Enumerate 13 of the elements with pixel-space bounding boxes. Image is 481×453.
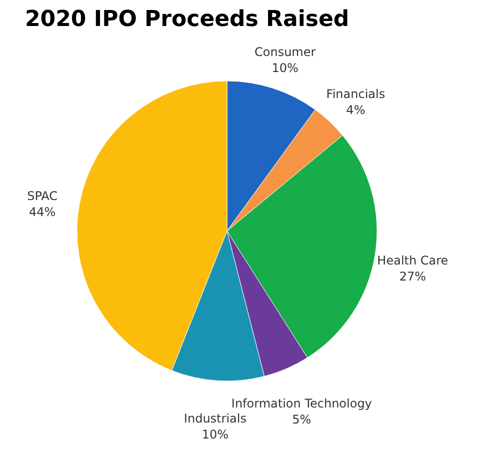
data-label: 44% [28, 204, 56, 219]
data-label: 4% [346, 102, 366, 117]
chart-title: 2020 IPO Proceeds Raised [25, 7, 350, 32]
data-label: 10% [202, 428, 229, 442]
slice-label: Industrials [184, 412, 246, 426]
data-label: 27% [399, 269, 426, 284]
slice-label: Information Technology [231, 396, 372, 411]
slice-label: Consumer [254, 45, 316, 60]
slice-label: SPAC [27, 188, 58, 203]
data-label: 5% [292, 412, 312, 427]
slice-label: Health Care [377, 253, 448, 268]
slice-label: Financials [326, 86, 386, 101]
data-label: 10% [272, 61, 298, 76]
